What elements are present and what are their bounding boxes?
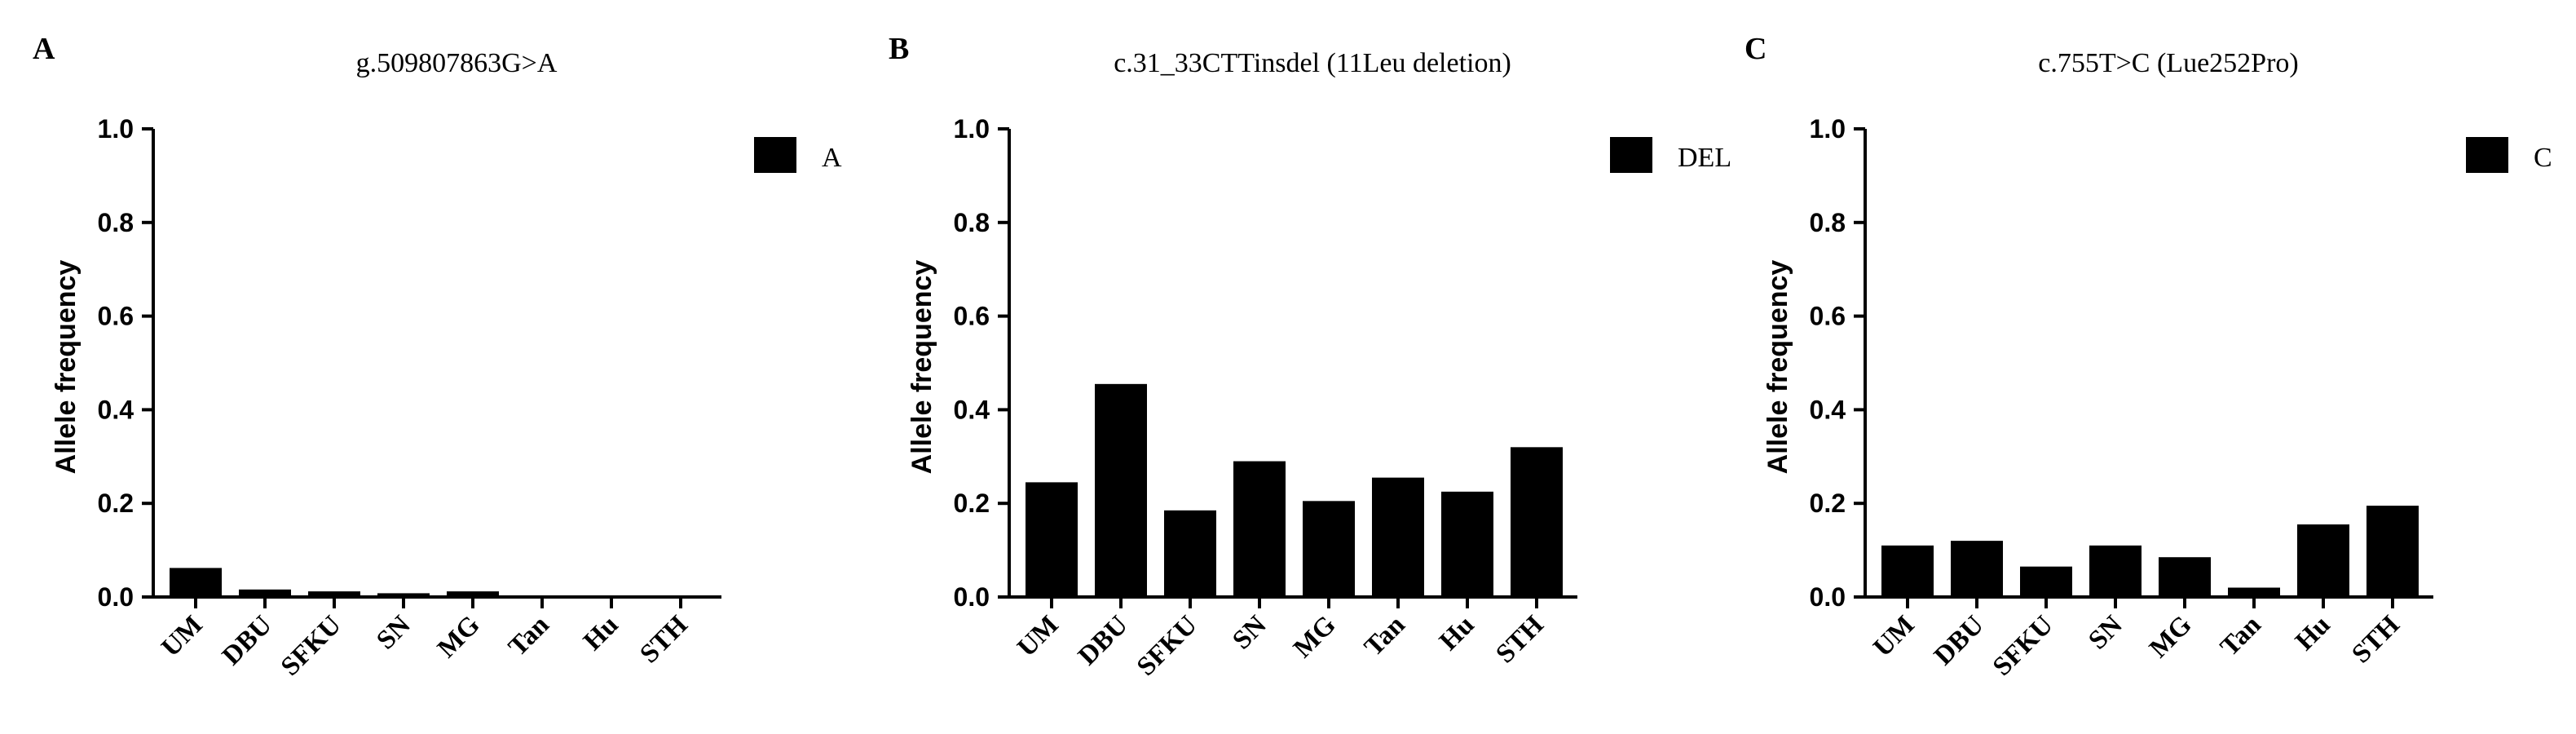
y-tick-label: 0.6 [954,302,990,331]
x-tick-label: SN [2083,610,2128,655]
bar [2089,545,2142,597]
bar [1026,482,1078,597]
y-tick-label: 0.4 [98,395,135,424]
legend: A [754,137,842,173]
y-tick-label: 0.0 [98,582,134,612]
x-tick-label: DBU [1073,610,1134,671]
y-tick-label: 0.0 [954,582,990,612]
x-tick-label: STH [1490,610,1549,669]
bar [1233,461,1286,597]
chart-title: c.31_33CTTinsdel (11Leu deletion) [1114,48,1511,78]
x-tick-label: SN [371,610,416,655]
legend-swatch [754,137,796,173]
y-tick-label: 0.6 [98,302,134,331]
y-tick-label: 0.4 [954,395,990,424]
bar [1303,501,1355,597]
x-tick-label: SN [1227,610,1272,655]
bar [1511,447,1563,597]
x-tick-label: MG [2144,610,2198,664]
x-tick-label: UM [1012,610,1064,662]
legend-label: C [2534,143,2552,173]
legend-label: DEL [1678,143,1731,173]
y-tick-label: 1.0 [954,114,990,144]
y-tick-label: 0.0 [1810,582,1846,612]
bar [2020,566,2072,597]
legend: C [2466,137,2552,173]
y-tick-label: 0.8 [954,208,990,237]
bar [1164,510,1216,597]
bar [308,591,360,597]
x-tick-label: DBU [217,610,278,671]
bar [1372,477,1424,597]
x-tick-label: Tan [1359,610,1411,662]
x-tick-label: SFKU [276,610,347,682]
y-tick-label: 1.0 [1810,114,1846,144]
y-tick-label: 0.8 [98,208,134,237]
x-tick-label: UM [156,610,208,662]
chart-title: c.755T>C (Lue252Pro) [2038,48,2298,78]
y-axis-label: Allele frequency [1762,260,1793,475]
x-tick-label: Hu [578,610,624,657]
y-axis-label: Allele frequency [51,260,82,475]
x-tick-label: Hu [1434,610,1480,657]
bar [447,591,499,597]
y-tick-label: 0.4 [1810,395,1846,424]
bar [1951,541,2003,597]
y-tick-label: 0.2 [98,489,134,518]
bar [1441,491,1493,597]
panel-label: A [33,32,55,66]
bar [170,568,222,597]
bar [1881,545,1934,597]
y-tick-label: 0.6 [1810,302,1846,331]
x-tick-label: SFKU [1987,610,2059,682]
x-tick-label: STH [2346,610,2405,669]
y-tick-label: 0.2 [954,489,990,518]
x-tick-label: SFKU [1131,610,1203,682]
chart-title: g.509807863G>A [356,48,558,78]
y-tick-label: 0.2 [1810,489,1846,518]
x-tick-label: Tan [503,610,555,662]
x-tick-label: Tan [2215,610,2267,662]
bar [1095,383,1147,597]
legend: DEL [1610,137,1731,173]
bar [2228,587,2280,597]
bar [2159,557,2211,597]
legend-swatch [1610,137,1652,173]
x-tick-label: STH [634,610,693,669]
y-tick-label: 0.8 [1810,208,1846,237]
panel-label: B [889,32,909,66]
bar [2366,506,2419,597]
legend-swatch [2466,137,2508,173]
bar [377,593,430,597]
y-tick-label: 1.0 [98,114,134,144]
x-tick-label: MG [1288,610,1342,664]
legend-label: A [822,143,842,173]
x-tick-label: Hu [2290,610,2336,657]
x-tick-label: MG [432,610,486,664]
panel-label: C [1745,32,1767,66]
x-tick-label: UM [1868,610,1920,662]
x-tick-label: DBU [1929,610,1990,671]
y-axis-label: Allele frequency [906,260,937,475]
bar [239,589,291,597]
bar [2297,524,2349,597]
